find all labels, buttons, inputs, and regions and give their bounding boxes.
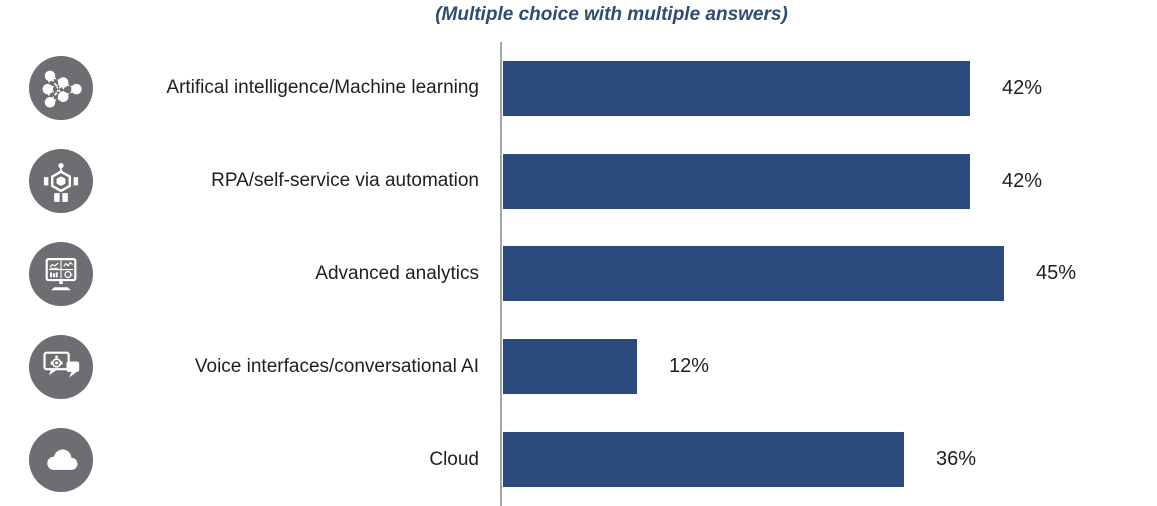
- bar: [503, 432, 904, 488]
- bar-area: 42%: [501, 42, 1157, 135]
- bar-area: 36%: [501, 413, 1157, 506]
- chart-row: Artifical intelligence/Machine learning …: [0, 42, 1157, 135]
- bar-area: 42%: [501, 135, 1157, 228]
- cloud-icon: [29, 427, 93, 492]
- value-label: 42%: [1002, 76, 1043, 99]
- value-label: 45%: [1036, 262, 1077, 285]
- category-label: Cloud: [429, 448, 479, 470]
- chart-row: RPA/self-service via automation 42%: [0, 135, 1157, 228]
- value-label: 36%: [936, 448, 977, 471]
- value-label: 42%: [1002, 169, 1043, 192]
- bar-area: 45%: [501, 228, 1157, 321]
- bar: [503, 153, 970, 209]
- analytics-monitor-icon: [29, 241, 93, 306]
- bar-chart: Artifical intelligence/Machine learning …: [0, 42, 1157, 506]
- category-label: Advanced analytics: [315, 262, 479, 284]
- category-label: Artifical intelligence/Machine learning: [166, 77, 479, 99]
- bar: [503, 339, 637, 395]
- category-label: Voice interfaces/conversational AI: [194, 355, 479, 377]
- chart-row: Advanced analytics 45%: [0, 228, 1157, 321]
- chat-bubbles-icon: [29, 334, 93, 399]
- category-axis-line: [500, 42, 502, 506]
- chart-subtitle: (Multiple choice with multiple answers): [435, 4, 788, 25]
- bar-area: 12%: [501, 320, 1157, 413]
- bar: [503, 246, 1004, 302]
- chart-row: Cloud 36%: [0, 413, 1157, 506]
- neural-network-icon: [29, 56, 93, 121]
- robot-icon: [29, 149, 93, 214]
- bar: [503, 60, 970, 116]
- category-label: RPA/self-service via automation: [211, 170, 479, 192]
- value-label: 12%: [669, 355, 710, 378]
- chart-row: Voice interfaces/conversational AI 12%: [0, 320, 1157, 413]
